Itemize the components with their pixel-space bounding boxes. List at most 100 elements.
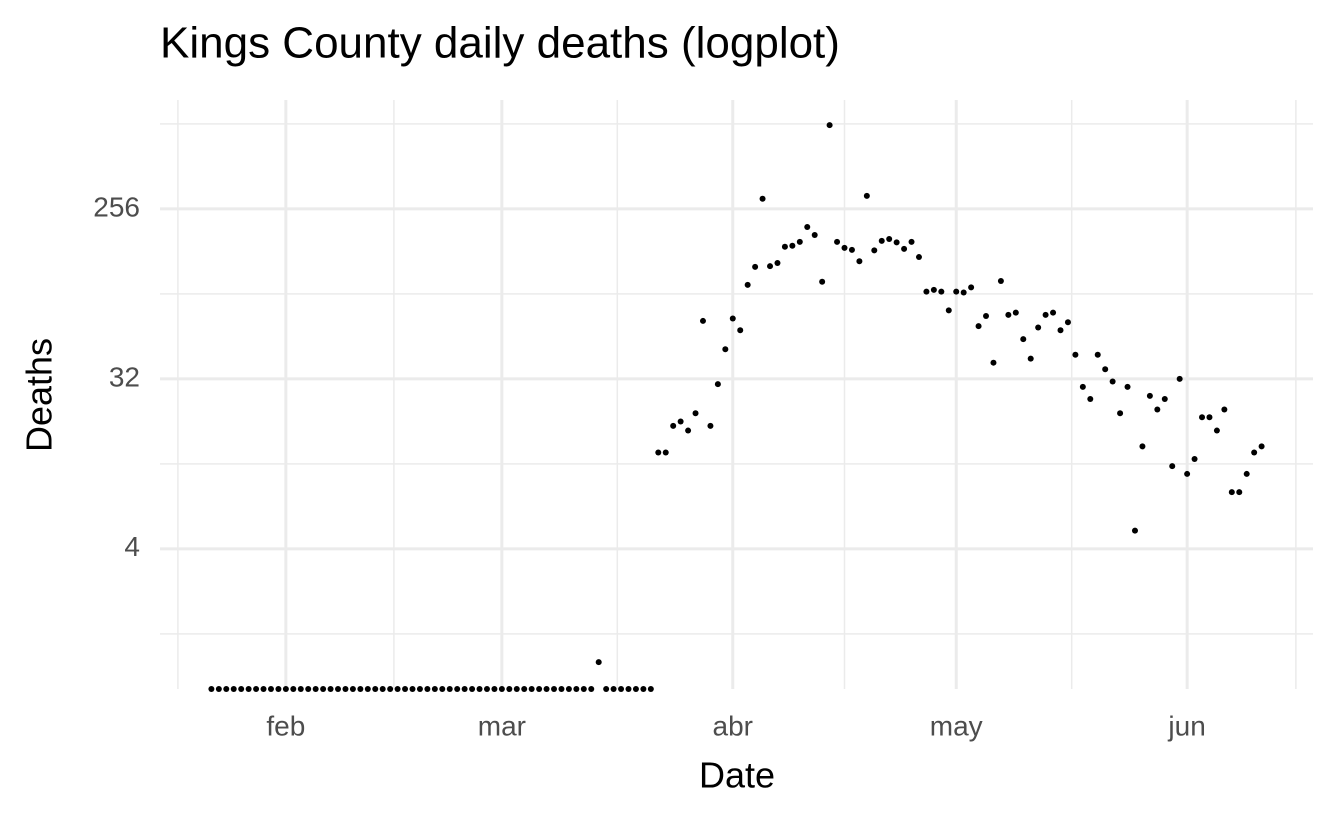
point (1184, 470, 1191, 477)
x-tick-label: abr (713, 710, 753, 741)
point (1146, 392, 1153, 399)
point (737, 327, 744, 334)
x-tick-label: may (930, 710, 983, 741)
x-tick-label: mar (478, 710, 526, 741)
point (439, 686, 446, 692)
point (856, 258, 863, 265)
point (469, 686, 476, 692)
point (685, 427, 692, 434)
point (1191, 456, 1198, 463)
point (1087, 396, 1094, 403)
point (536, 686, 543, 692)
point (1131, 527, 1138, 534)
point (1102, 366, 1109, 373)
point (699, 317, 706, 324)
chart-title: Kings County daily deaths (logplot) (160, 19, 840, 68)
point (208, 686, 215, 692)
point (320, 686, 327, 692)
point (238, 686, 245, 692)
point (215, 686, 222, 692)
point (662, 449, 669, 456)
point (580, 686, 587, 692)
point (1050, 309, 1057, 316)
point (767, 263, 774, 270)
point (774, 260, 781, 267)
point (722, 346, 729, 353)
point (513, 686, 520, 692)
point (781, 243, 788, 250)
point (1169, 463, 1176, 470)
point (387, 686, 394, 692)
point (551, 686, 558, 692)
point (1228, 489, 1235, 496)
point (655, 449, 662, 456)
point (260, 686, 267, 692)
point (953, 288, 960, 295)
point (886, 236, 893, 243)
point (1236, 489, 1243, 496)
point (543, 686, 550, 692)
point (595, 659, 602, 666)
x-tick-label: feb (266, 710, 305, 741)
point (297, 686, 304, 692)
y-axis-label: Deaths (19, 338, 60, 452)
point (416, 686, 423, 692)
point (819, 278, 826, 285)
point (379, 686, 386, 692)
point (1057, 327, 1064, 334)
point (1154, 406, 1161, 413)
point (752, 263, 759, 270)
y-tick-label: 32 (109, 361, 140, 392)
point (342, 686, 349, 692)
point (446, 686, 453, 692)
point (968, 284, 975, 291)
point (796, 238, 803, 245)
point (588, 686, 595, 692)
point (267, 686, 274, 692)
point (901, 245, 908, 252)
y-tick-label: 4 (124, 531, 140, 562)
point (1117, 410, 1124, 417)
point (1079, 383, 1086, 390)
point (908, 238, 915, 245)
point (938, 288, 945, 295)
point (729, 315, 736, 322)
point (863, 192, 870, 199)
point (848, 246, 855, 253)
point (230, 686, 237, 692)
point (990, 359, 997, 366)
point (290, 686, 297, 692)
point (1206, 414, 1213, 421)
point (811, 231, 818, 238)
point (983, 313, 990, 320)
point (744, 281, 751, 288)
point (431, 686, 438, 692)
point (640, 686, 647, 692)
point (618, 686, 625, 692)
point (677, 418, 684, 425)
point (565, 686, 572, 692)
point (625, 686, 632, 692)
point (1064, 319, 1071, 326)
point (275, 686, 282, 692)
point (1042, 311, 1049, 318)
point (454, 686, 461, 692)
point (528, 686, 535, 692)
point (647, 686, 654, 692)
point (930, 286, 937, 293)
point (1005, 311, 1012, 318)
point (521, 686, 528, 692)
point (1213, 427, 1220, 434)
point (603, 686, 610, 692)
point (327, 686, 334, 692)
point (826, 122, 833, 129)
point (305, 686, 312, 692)
point (253, 686, 260, 692)
x-tick-label: jun (1167, 710, 1205, 741)
point (975, 323, 982, 330)
point (871, 247, 878, 254)
point (349, 686, 356, 692)
x-axis-label: Date (699, 755, 775, 796)
